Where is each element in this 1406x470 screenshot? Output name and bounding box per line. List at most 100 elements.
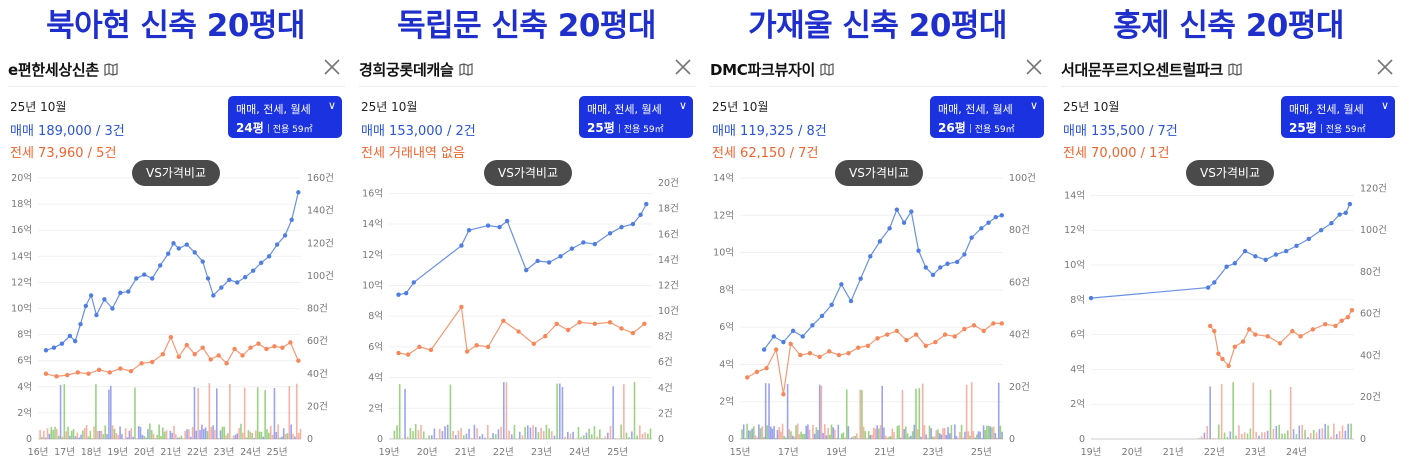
volume-bar (273, 388, 276, 439)
vs-compare-button[interactable]: VS가격비교 (1186, 160, 1274, 186)
jeonse-point (991, 321, 996, 326)
volume-bar (537, 432, 540, 439)
volume-bar (845, 389, 848, 439)
volume-bar (80, 434, 82, 439)
volume-bar (215, 388, 218, 439)
volume-bar (457, 430, 460, 439)
x-tick-label: 25년 (971, 447, 992, 458)
volume-bar (925, 434, 927, 439)
y-tick-label: 14억 (713, 172, 734, 184)
close-icon[interactable] (1374, 56, 1396, 78)
y-tick-label: 10억 (713, 247, 734, 259)
apartment-name[interactable]: e편한세상신촌 (8, 59, 118, 80)
volume-bar (827, 427, 829, 439)
volume-bar (217, 438, 220, 439)
y2-tick-label: 20건 (658, 178, 679, 189)
sale-point (205, 276, 211, 281)
jeonse-point (817, 354, 822, 360)
volume-bar (628, 437, 630, 439)
price-chart: 0 2억 4억 6억 8억 10억 12억 14억 16억 0 2건 4건 6건 8건 10건 12건 14건 1… (362, 178, 679, 458)
sale-point (200, 259, 205, 264)
y2-tick-label: 80건 (1009, 225, 1030, 236)
jeonse-point (1216, 351, 1221, 356)
deal-filter-button[interactable]: 매매, 전세, 월세 ∨ 24평 전용 59㎡ (228, 96, 342, 138)
jeonse-summary: 전세 73,960 / 5건 (10, 146, 117, 161)
volume-bar (850, 437, 853, 439)
volume-bar (1269, 389, 1272, 439)
volume-bar (1315, 432, 1318, 439)
sale-point (171, 241, 176, 246)
sale-point (192, 250, 197, 255)
x-tick-label: 21년 (160, 447, 181, 458)
y-tick-label: 14억 (11, 250, 32, 262)
volume-bar (281, 436, 283, 439)
volume-bar (264, 390, 266, 439)
volume-bar (126, 437, 129, 439)
apartment-panel-2: 독립문 신축 20평대 경희궁롯데캐슬 25년 10월 매매 153,000 /… (351, 0, 702, 470)
volume-bar (452, 431, 454, 439)
volume-bar (1301, 424, 1303, 439)
vs-compare-button[interactable]: VS가격비교 (132, 160, 220, 186)
vs-compare-button[interactable]: VS가격비교 (835, 160, 923, 186)
sale-point (88, 293, 94, 298)
volume-bar (210, 427, 213, 439)
map-icon[interactable] (458, 62, 473, 76)
y2-tick-label: 0 (1360, 434, 1366, 445)
volume-bar (275, 432, 278, 439)
map-icon[interactable] (1228, 62, 1242, 76)
sale-point (459, 243, 464, 248)
sale-point (1343, 210, 1348, 215)
sale-summary: 매매 189,000 / 3건 (10, 124, 125, 139)
jeonse-point (150, 359, 155, 365)
volume-bar (948, 433, 951, 439)
apartment-name[interactable]: 서대문푸르지오센트럴파크 (1061, 59, 1242, 80)
deal-filter-button[interactable]: 매매, 전세, 월세 ∨ 25평 전용 59㎡ (579, 96, 693, 138)
deal-filter-button[interactable]: 매매, 전세, 월세 ∨ 26평 전용 59㎡ (930, 96, 1044, 138)
apartment-name[interactable]: 경희궁롯데캐슬 (359, 59, 473, 80)
volume-bar (879, 425, 882, 439)
map-icon[interactable] (820, 62, 834, 76)
volume-bar (74, 436, 77, 439)
deal-filter-button[interactable]: 매매, 전세, 월세 ∨ 25평 전용 59㎡ (1281, 96, 1395, 138)
volume-bar (242, 432, 244, 439)
volume-bar (803, 433, 806, 439)
filter-area: 전용 59㎡ (272, 125, 313, 135)
volume-bar (881, 385, 883, 439)
sale-point (558, 254, 563, 259)
volume-bar (796, 423, 799, 439)
volume-bar (44, 437, 47, 439)
volume-bar (898, 425, 900, 439)
x-tick-label: 22년 (1204, 447, 1225, 458)
volume-bar (795, 425, 797, 439)
close-icon[interactable] (1023, 56, 1045, 78)
close-icon[interactable] (321, 56, 343, 78)
panel-heading: 독립문 신축 20평대 (397, 8, 656, 44)
volume-bar (1324, 423, 1327, 439)
price-chart: 0 2억 4억 6억 8억 10억 12억 14억 0 20건 40건 60건 80건 100건 15년 17… (713, 172, 1036, 458)
jeonse-point (781, 392, 786, 397)
sale-point (411, 280, 416, 285)
sale-point (771, 334, 776, 339)
latest-month: 25년 10월 (10, 100, 67, 114)
volume-bar (802, 434, 804, 439)
volume-bar (230, 438, 233, 439)
volume-bar (1281, 433, 1283, 439)
map-icon[interactable] (104, 62, 118, 76)
sale-point (1294, 243, 1299, 249)
volume-bar (987, 425, 990, 439)
volume-bar (1258, 435, 1260, 439)
volume-bar (48, 433, 51, 439)
volume-bar (759, 428, 762, 439)
close-icon[interactable] (672, 56, 694, 78)
volume-bar (441, 431, 444, 439)
latest-month: 25년 10월 (712, 100, 769, 114)
volume-bar (1318, 429, 1321, 439)
volume-bar (232, 435, 235, 439)
vs-compare-button[interactable]: VS가격비교 (484, 160, 572, 186)
jeonse-point (1310, 327, 1316, 332)
volume-bar (561, 387, 564, 439)
apartment-name[interactable]: DMC파크뷰자이 (710, 59, 834, 80)
x-tick-label: 23년 (1245, 447, 1266, 458)
volume-bar (292, 433, 294, 439)
volume-bar (130, 428, 133, 439)
